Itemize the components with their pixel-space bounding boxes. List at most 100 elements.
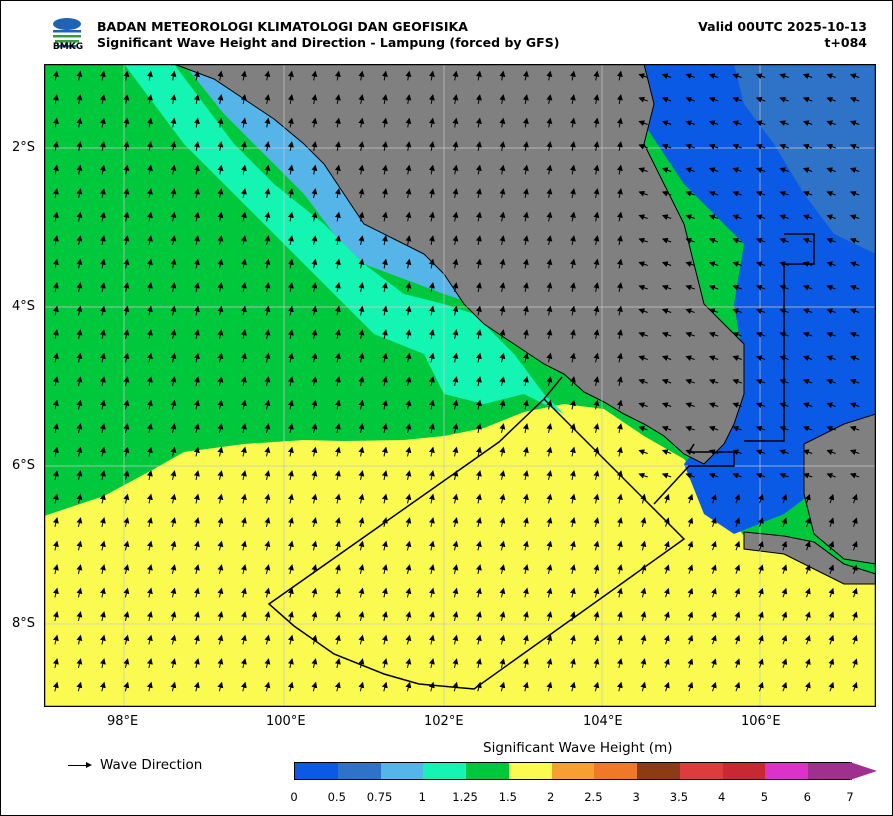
wave-arrow xyxy=(405,446,412,457)
wave-arrow xyxy=(264,470,271,481)
wave-arrow xyxy=(123,470,130,481)
colorbar-segment xyxy=(508,763,552,779)
wave-arrow xyxy=(732,214,742,221)
wave-arrow xyxy=(663,681,670,692)
wave-arrow xyxy=(264,211,271,222)
wave-arrow xyxy=(802,237,813,244)
wave-band-yellow xyxy=(44,404,876,707)
wave-arrow xyxy=(428,493,435,504)
wave-arrow xyxy=(287,681,294,692)
wave-arrow xyxy=(193,188,200,199)
wave-arrow xyxy=(755,120,766,127)
wave-arrow xyxy=(499,376,506,387)
colorbar-tick-label: 6 xyxy=(803,790,811,804)
wave-arrow xyxy=(638,331,648,338)
wave-arrow xyxy=(452,564,459,575)
wave-arrow xyxy=(616,94,623,104)
wave-arrow xyxy=(428,211,435,222)
wave-arrow xyxy=(99,658,106,669)
wave-arrow xyxy=(546,94,553,104)
wave-arrow xyxy=(546,188,553,199)
wave-arrow xyxy=(452,70,459,81)
wave-arrow xyxy=(334,587,341,598)
wave-arrow xyxy=(358,446,365,457)
valid-time: Valid 00UTC 2025-10-13 xyxy=(698,19,867,34)
wave-arrow xyxy=(287,611,294,622)
wave-arrow xyxy=(311,446,318,457)
wave-arrow xyxy=(99,329,106,340)
wave-arrow xyxy=(76,517,83,528)
wave-arrow xyxy=(170,235,177,246)
wave-arrow xyxy=(522,399,529,410)
wave-arrow xyxy=(802,355,813,362)
wave-arrow xyxy=(522,282,529,293)
wave-arrow xyxy=(522,587,529,598)
wave-arrow xyxy=(851,658,858,668)
wave-arrow xyxy=(146,587,153,598)
wave-arrow xyxy=(264,587,271,598)
wave-arrow xyxy=(123,141,130,151)
wave-arrow xyxy=(452,282,459,293)
wave-arrow xyxy=(52,352,59,363)
wave-arrow xyxy=(193,376,200,387)
wave-arrow xyxy=(99,305,106,316)
wave-arrow xyxy=(428,634,435,645)
wave-arrow xyxy=(405,70,412,81)
wave-arrow xyxy=(358,493,365,504)
wave-arrow xyxy=(264,70,271,81)
wave-arrow xyxy=(240,235,247,246)
wave-arrow xyxy=(802,214,813,221)
wave-arrow xyxy=(358,141,365,151)
wave-arrow xyxy=(287,329,294,340)
wave-arrow xyxy=(685,425,695,432)
wave-arrow xyxy=(334,681,341,692)
wave-arrow xyxy=(755,449,766,456)
wave-arrow xyxy=(569,376,576,387)
wave-arrow xyxy=(287,423,294,434)
wave-arrow xyxy=(264,329,271,340)
wave-arrow xyxy=(52,658,59,669)
wave-arrow xyxy=(99,517,106,528)
wave-arrow xyxy=(475,305,482,316)
wave-arrow xyxy=(569,446,576,457)
wave-arrow xyxy=(170,470,177,481)
wave-arrow xyxy=(732,308,742,315)
wave-arrow xyxy=(708,167,719,174)
wave-arrow xyxy=(475,141,482,151)
wave-arrow xyxy=(452,329,459,340)
colorbar-segment xyxy=(423,763,467,779)
wave-arrow xyxy=(685,284,695,291)
wave-arrow xyxy=(475,470,482,481)
wave-arrow xyxy=(640,611,647,622)
wave-arrow xyxy=(311,681,318,692)
wave-arrow xyxy=(499,493,506,504)
colorbar-segment xyxy=(380,763,424,779)
wave-arrow xyxy=(193,658,200,669)
wave-arrow xyxy=(123,658,130,669)
wave-arrow xyxy=(405,517,412,528)
wave-arrow xyxy=(616,611,623,622)
wave-direction-legend: Wave Direction xyxy=(100,757,203,773)
colorbar-tick-label: 3.5 xyxy=(669,790,689,804)
wave-arrow xyxy=(311,352,318,363)
wave-arrow xyxy=(76,164,83,175)
wave-arrow xyxy=(616,235,623,246)
wave-arrow xyxy=(802,378,813,385)
colorbar-segment xyxy=(679,763,723,779)
wave-arrow xyxy=(334,282,341,293)
wave-arrow xyxy=(311,399,318,410)
wave-arrow xyxy=(76,305,83,316)
wave-arrow xyxy=(522,70,529,81)
wave-arrow xyxy=(685,96,695,103)
wave-arrow xyxy=(781,658,788,668)
wave-arrow xyxy=(428,235,435,246)
wave-arrow xyxy=(732,284,742,291)
wave-arrow xyxy=(802,190,813,197)
wave-arrow xyxy=(311,258,318,269)
wave-arrow xyxy=(217,329,224,340)
wave-arrow xyxy=(193,329,200,340)
wave-arrow xyxy=(616,399,623,410)
wave-arrow xyxy=(755,261,766,268)
wave-arrow xyxy=(732,237,742,244)
wave-arrow xyxy=(546,70,553,81)
